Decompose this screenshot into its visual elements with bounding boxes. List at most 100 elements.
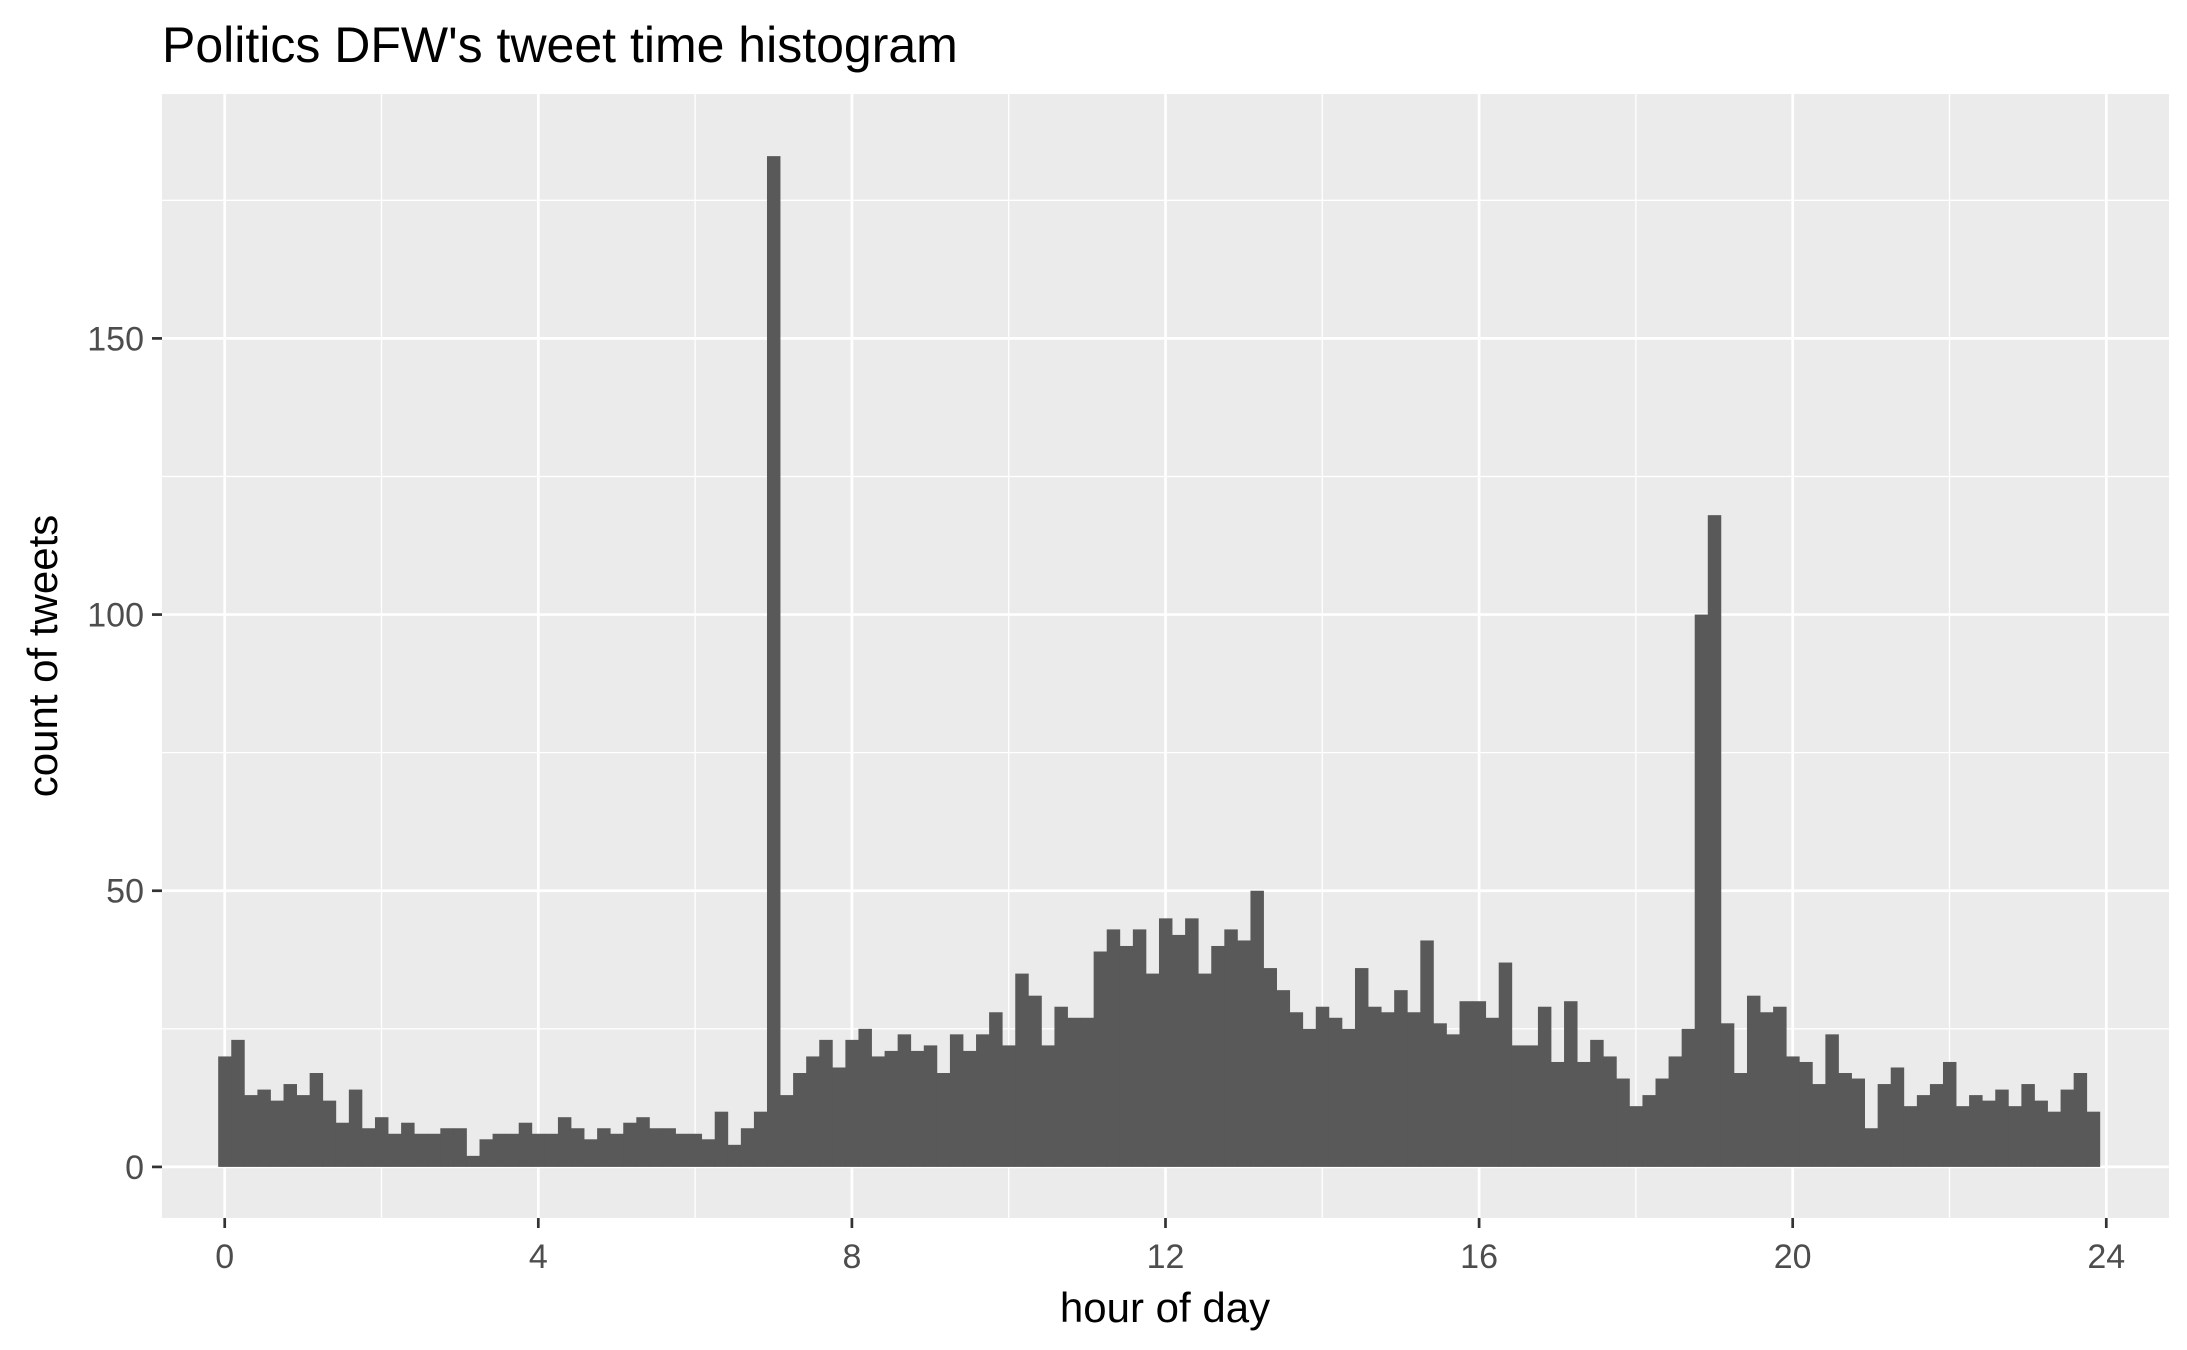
histogram-bar [897,1034,912,1167]
histogram-bar [1381,1012,1395,1167]
histogram-bar [1172,934,1186,1167]
histogram-bar [1773,1006,1787,1167]
x-tick-label: 8 [842,1238,861,1276]
histogram-bar [819,1039,833,1167]
histogram-bar [845,1039,859,1167]
chart-title: Politics DFW's tweet time histogram [162,17,958,73]
histogram-bar [296,1095,311,1167]
histogram-bar [1158,918,1173,1167]
histogram-bar [2073,1073,2088,1167]
histogram-bar [1485,1017,1500,1167]
histogram-bar [1093,951,1108,1167]
histogram-bar [584,1139,598,1167]
histogram-bar [1616,1078,1630,1167]
histogram-bar [1185,918,1199,1167]
histogram-bar [492,1133,507,1167]
histogram-bar [283,1084,297,1167]
histogram-bar [1681,1028,1696,1167]
histogram-bar [649,1128,663,1167]
histogram-bar [348,1089,363,1167]
histogram-bar [1407,1012,1421,1167]
histogram-bar [1472,1001,1487,1167]
histogram-bar [740,1128,755,1167]
histogram-bar [1942,1061,1957,1167]
histogram-bar [675,1133,689,1167]
histogram-bar [1903,1106,1918,1167]
histogram-bar [309,1073,324,1167]
histogram-bar [780,1095,794,1167]
histogram-bar [1982,1100,1996,1167]
histogram-bar [1211,945,1225,1167]
x-tick-label: 24 [2087,1238,2125,1276]
histogram-bar [1276,990,1291,1167]
histogram-bar [1929,1084,1944,1167]
histogram-bar [1224,929,1238,1167]
histogram-bar [1707,515,1722,1167]
histogram-bar [1537,1006,1552,1167]
histogram-bar [505,1133,520,1167]
histogram-bar [1995,1089,2009,1167]
histogram-bar [910,1050,925,1167]
histogram-bar [1760,1012,1774,1167]
histogram-bar [1328,1017,1343,1167]
histogram-bar [374,1117,389,1167]
histogram-bar [1106,929,1121,1167]
histogram-bars [218,156,2101,1167]
histogram-bar [701,1139,716,1167]
histogram-bar [1655,1078,1669,1167]
histogram-bar [962,1050,977,1167]
histogram-bar [1564,1001,1578,1167]
histogram-bar [1459,1001,1473,1167]
histogram-bar [231,1039,245,1167]
x-tick-label: 16 [1460,1238,1498,1276]
x-tick-label: 0 [215,1238,234,1276]
x-axis-title: hour of day [1060,1284,1270,1331]
y-tick-label: 100 [87,597,144,635]
histogram-bar [1237,940,1251,1167]
histogram-bar [453,1128,467,1167]
histogram-bar [531,1133,546,1167]
histogram-bar [1263,968,1277,1167]
histogram-bar [1054,1006,1068,1167]
histogram-bar [361,1128,376,1167]
histogram-bar [1420,940,1434,1167]
histogram-bar [1877,1084,1892,1167]
histogram-bar [1720,1023,1735,1167]
histogram-bar [479,1139,493,1167]
histogram-bar [322,1100,337,1167]
histogram-bar [1916,1095,1931,1167]
histogram-bar [1694,614,1709,1167]
histogram-bar [1864,1128,1879,1167]
histogram-bar [1629,1106,1643,1167]
histogram-bar [1198,973,1212,1167]
histogram-bar [1028,995,1042,1167]
histogram-bar [1524,1045,1539,1167]
histogram-bar [2034,1100,2048,1167]
histogram-bar [1642,1095,1656,1167]
histogram-bar [753,1111,768,1167]
histogram-bar [1250,890,1264,1167]
histogram-bar [570,1128,585,1167]
histogram-bar [1956,1106,1970,1167]
y-tick-label: 0 [125,1149,144,1187]
histogram-bar [1446,1034,1460,1167]
histogram-bar [1825,1034,1839,1167]
histogram-bar [1119,945,1134,1167]
histogram-bar [1668,1056,1683,1167]
histogram-bar [871,1056,885,1167]
histogram-bar [1368,1006,1382,1167]
histogram-bar [2021,1084,2035,1167]
histogram-bar [936,1073,951,1167]
histogram-bar [1890,1067,1905,1167]
histogram-bar [1002,1045,1016,1167]
histogram-bar [440,1128,454,1167]
histogram-bar [2086,1111,2101,1167]
histogram-bar [2060,1089,2075,1167]
histogram-bar [244,1095,258,1167]
y-tick-label: 50 [106,873,144,911]
y-axis: 0 50 100 150 [87,320,162,1187]
histogram-bar [884,1050,899,1167]
x-tick-label: 12 [1147,1238,1185,1276]
x-tick-label: 20 [1774,1238,1812,1276]
